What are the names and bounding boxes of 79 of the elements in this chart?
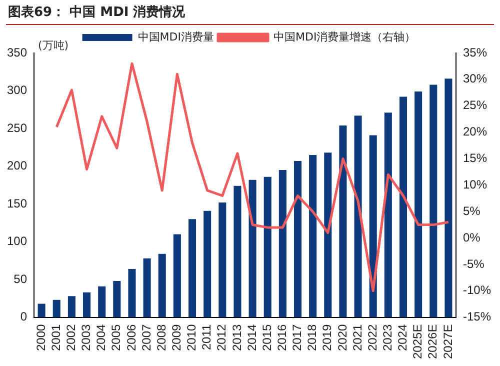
bar <box>309 154 317 318</box>
x-tick-label: 2005 <box>109 324 124 352</box>
chart-title: 图表69： 中国 MDI 消费情况 <box>8 4 186 21</box>
x-tick-label: 2009 <box>170 324 184 352</box>
bar <box>324 152 332 318</box>
bar <box>38 304 46 318</box>
x-tick-label: 2011 <box>200 324 214 350</box>
x-tick-label: 2008 <box>154 324 168 352</box>
x-tick-label: 2007 <box>139 324 154 352</box>
x-tick-label: 2022 <box>365 324 380 352</box>
legend-label: 中国MDI消费量 <box>138 30 214 44</box>
y2-tick-label: 15% <box>462 151 488 166</box>
y-tick-label: 350 <box>6 45 28 60</box>
x-tick-label: 2014 <box>244 324 259 352</box>
y-tick-label: 50 <box>14 272 28 286</box>
bar <box>68 296 76 318</box>
bar <box>218 202 226 318</box>
bar <box>369 135 377 318</box>
x-tick-label: 2015 <box>260 324 274 352</box>
y2-tick-label: -15% <box>462 310 492 324</box>
x-tick-label: 2001 <box>48 324 63 352</box>
y-tick-label: 100 <box>6 234 28 248</box>
x-tick-label: 2016 <box>274 324 289 352</box>
bar <box>234 186 242 318</box>
bar <box>204 210 212 318</box>
bar <box>444 78 452 318</box>
bar <box>384 112 392 318</box>
bar <box>143 258 151 318</box>
bar <box>52 300 60 318</box>
bar <box>188 219 196 318</box>
y2-tick-label: 10% <box>462 177 488 192</box>
bar <box>128 268 136 318</box>
x-tick-label: 2021 <box>350 324 364 352</box>
bar <box>430 84 438 318</box>
y2-tick-label: -10% <box>462 283 492 298</box>
bar <box>414 92 422 318</box>
bar <box>173 234 181 318</box>
y2-tick-label: 5% <box>462 204 481 218</box>
y2-tick-label: 30% <box>462 72 488 86</box>
x-tick-label: 2002 <box>64 324 78 352</box>
x-tick-label: 2026E <box>426 324 440 360</box>
bar <box>98 286 106 318</box>
bar <box>113 281 121 318</box>
y2-tick-label: 25% <box>462 98 488 112</box>
x-tick-label: 2003 <box>79 324 94 352</box>
x-tick-label: 2023 <box>380 324 394 352</box>
bar <box>339 125 347 318</box>
x-tick-label: 2004 <box>94 324 108 352</box>
y-tick-label: 0 <box>20 310 28 324</box>
x-tick-label: 2019 <box>320 324 334 352</box>
bar <box>248 180 256 318</box>
x-tick-label: 2020 <box>335 324 350 352</box>
x-tick-label: 2025E <box>410 324 425 360</box>
bar <box>399 96 408 318</box>
y2-tick-label: 20% <box>462 124 488 139</box>
x-tick-label: 2012 <box>214 324 229 352</box>
y-tick-label: 250 <box>6 120 28 135</box>
y2-tick-label: 0% <box>462 230 481 244</box>
y-tick-label: 300 <box>6 83 28 98</box>
x-tick-label: 2024 <box>396 324 410 352</box>
y2-tick-label: 35% <box>462 45 488 60</box>
x-tick-label: 2018 <box>305 324 320 352</box>
y2-tick-label: -5% <box>462 256 485 271</box>
y-tick-label: 200 <box>6 158 28 173</box>
bar <box>278 170 286 318</box>
y-tick-label: 150 <box>6 196 28 210</box>
x-tick-label: 2027E <box>440 324 455 360</box>
bar <box>294 160 302 318</box>
x-tick-label: 2006 <box>124 324 138 352</box>
bar <box>158 254 166 318</box>
x-tick-label: 2010 <box>184 324 199 352</box>
bar <box>354 116 362 318</box>
y-axis-title: (万吨) <box>38 38 69 53</box>
bar <box>83 292 91 318</box>
x-tick-label: 2013 <box>230 324 244 352</box>
legend-label: 中国MDI消费量增速（右轴） <box>274 30 416 44</box>
bar <box>264 176 272 318</box>
x-tick-label: 2000 <box>34 324 48 352</box>
x-tick-label: 2017 <box>290 324 304 352</box>
